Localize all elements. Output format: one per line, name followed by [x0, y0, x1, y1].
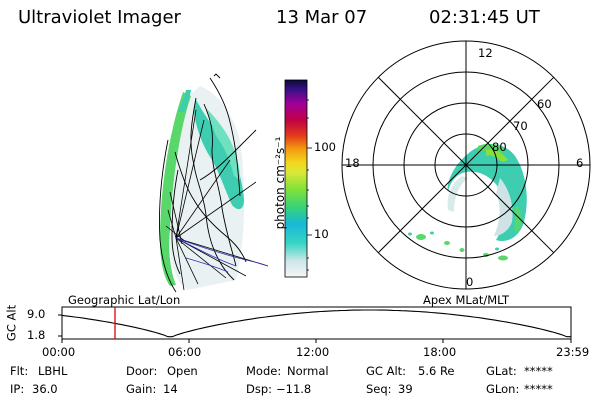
time-label: 02:31:45 UT: [429, 7, 540, 28]
geographic-panel-label: Geographic Lat/Lon: [68, 293, 181, 307]
status-door-value: Open: [167, 364, 198, 378]
status-seq-key: Seq:: [366, 382, 392, 396]
mlat-label-60: 60: [537, 97, 552, 111]
polar-plot: [341, 40, 591, 290]
status-ip-key: IP:: [10, 382, 25, 396]
status-glat-value: *****: [524, 364, 553, 378]
status-gain-value: 14: [163, 382, 178, 396]
mlt-label-12: 12: [478, 46, 493, 60]
mlt-label-6: 6: [576, 156, 584, 170]
status-glon-value: *****: [524, 382, 553, 396]
colorbar-tick-100: 100: [314, 140, 336, 154]
colorbar-tick-10: 10: [314, 227, 329, 241]
status-flt-key: Flt:: [10, 364, 29, 378]
status-ip-value: 36.0: [32, 382, 58, 396]
status-flt-value: LBHL: [38, 364, 68, 378]
altitude-plot: [58, 306, 572, 343]
apex-panel-label: Apex MLat/MLT: [423, 293, 510, 307]
color-bar: [284, 79, 312, 278]
mlat-label-80: 80: [492, 140, 507, 154]
instrument-title: Ultraviolet Imager: [18, 7, 181, 28]
geographic-image: [159, 73, 269, 293]
status-mode-key: Mode:: [246, 364, 282, 378]
altitude-xtick-0600: 06:00: [168, 345, 202, 359]
altitude-curve: [61, 309, 571, 338]
status-gcalt-value: 5.6 Re: [418, 364, 455, 378]
date-label: 13 Mar 07: [276, 7, 368, 28]
altitude-xtick-1200: 12:00: [296, 345, 330, 359]
altitude-xtick-0000: 00:00: [42, 345, 76, 359]
status-mode-value: Normal: [287, 364, 329, 378]
altitude-ylabel: GC Alt: [4, 304, 19, 342]
mlt-label-18: 18: [345, 156, 360, 170]
colorbar-unit-label: photon cm⁻²s⁻¹: [273, 136, 287, 230]
altitude-xtick-1800: 18:00: [423, 345, 457, 359]
status-seq-value: 39: [398, 382, 413, 396]
altitude-ytick-9: 9.0: [27, 307, 46, 321]
mlt-label-0: 0: [466, 275, 474, 289]
status-dsp-key: Dsp:: [246, 382, 273, 396]
status-glat-key: GLat:: [486, 364, 517, 378]
altitude-xtick-2359: 23:59: [556, 345, 590, 359]
status-gain-key: Gain:: [126, 382, 157, 396]
status-glon-key: GLon:: [486, 382, 520, 396]
status-door-key: Door:: [126, 364, 158, 378]
altitude-ytick-1-8: 1.8: [27, 328, 46, 342]
status-gcalt-key: GC Alt:: [366, 364, 407, 378]
status-dsp-value: −11.8: [276, 382, 312, 396]
mlat-label-70: 70: [513, 119, 528, 133]
